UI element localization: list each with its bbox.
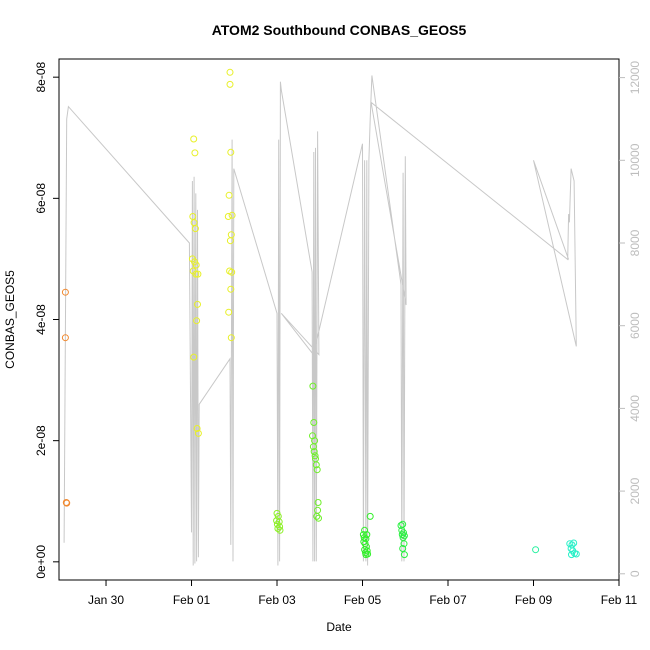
data-point (313, 466, 321, 474)
data-point (400, 540, 408, 548)
x-tick-label: Feb 05 (344, 593, 382, 607)
y-tick-label: 6e-08 (34, 183, 48, 214)
y-tick-label: 8e-08 (34, 62, 48, 93)
y-tick-label: 2e-08 (34, 425, 48, 456)
data-point (309, 443, 317, 451)
data-point (276, 526, 284, 534)
data-point (192, 261, 200, 269)
y2-tick-label: 10000 (628, 143, 642, 177)
data-point (362, 551, 370, 559)
data-point (311, 452, 319, 460)
x-tick-label: Feb 01 (173, 593, 211, 607)
data-point (194, 270, 202, 278)
data-point (190, 353, 198, 361)
data-point (397, 522, 405, 529)
axes: Jan 30 Feb 01 Feb 03 Feb 05 Feb 07 Feb 09 Feb … (34, 58, 642, 607)
data-point (226, 237, 234, 245)
data-point (225, 191, 233, 199)
data-point (400, 551, 408, 559)
y2-tick-label: 0 (628, 570, 642, 577)
y2-tick-label: 12000 (628, 61, 642, 95)
x-tick-label: Feb 09 (515, 593, 553, 607)
data-point (190, 135, 198, 143)
data-point (309, 382, 317, 390)
data-point (314, 506, 322, 514)
data-point (226, 80, 234, 88)
data-point (366, 512, 374, 520)
data-point (310, 448, 318, 456)
data-point (224, 213, 232, 220)
data-point (228, 211, 236, 219)
data-point (313, 512, 321, 520)
data-point (227, 285, 235, 293)
y2-tick-label: 8000 (628, 229, 642, 256)
data-point (361, 526, 369, 534)
y2-tick-label: 2000 (628, 477, 642, 504)
data-point (310, 419, 318, 426)
y2-tick-label: 6000 (628, 312, 642, 339)
y-tick-label: 4e-08 (34, 304, 48, 335)
chart-title: ATOM2 Southbound CONBAS_GEOS5 (212, 22, 467, 38)
data-point (273, 520, 281, 528)
x-tick-label: Feb 11 (601, 593, 638, 607)
data-point (400, 532, 408, 540)
data-point (570, 539, 578, 547)
x-tick-label: Feb 03 (258, 593, 296, 607)
data-point (227, 334, 235, 342)
data-point (274, 525, 282, 532)
y-axis-label: CONBAS_GEOS5 (3, 270, 17, 369)
data-point (399, 545, 407, 552)
data-point (225, 308, 233, 316)
data-point (191, 149, 199, 157)
data-point (194, 429, 202, 437)
data-point (314, 499, 322, 506)
data-point (61, 334, 69, 342)
data-point (400, 529, 407, 537)
data-point (276, 523, 284, 531)
x-tick-label: Feb 07 (429, 593, 467, 607)
data-point (191, 225, 199, 233)
data-point (63, 499, 71, 507)
y-tick-label: 0e+00 (34, 545, 48, 579)
data-point (568, 551, 575, 559)
y2-tick-label: 4000 (628, 395, 642, 422)
data-point (226, 68, 234, 76)
data-point (227, 148, 235, 156)
data-point (228, 268, 236, 276)
data-point (399, 520, 407, 528)
plot-frame (58, 58, 620, 581)
data-point (61, 288, 69, 296)
x-axis-label: Date (326, 620, 352, 634)
plot-area (61, 68, 580, 566)
data-point (363, 547, 371, 555)
data-point (193, 317, 201, 325)
altitude-line-series (63, 75, 577, 566)
data-point (572, 550, 580, 558)
data-point (193, 425, 201, 432)
data-point (532, 546, 540, 554)
x-tick-label: Jan 30 (88, 593, 124, 607)
data-point (315, 514, 322, 522)
data-point (192, 270, 200, 278)
data-point (194, 300, 201, 308)
data-point (312, 461, 320, 469)
